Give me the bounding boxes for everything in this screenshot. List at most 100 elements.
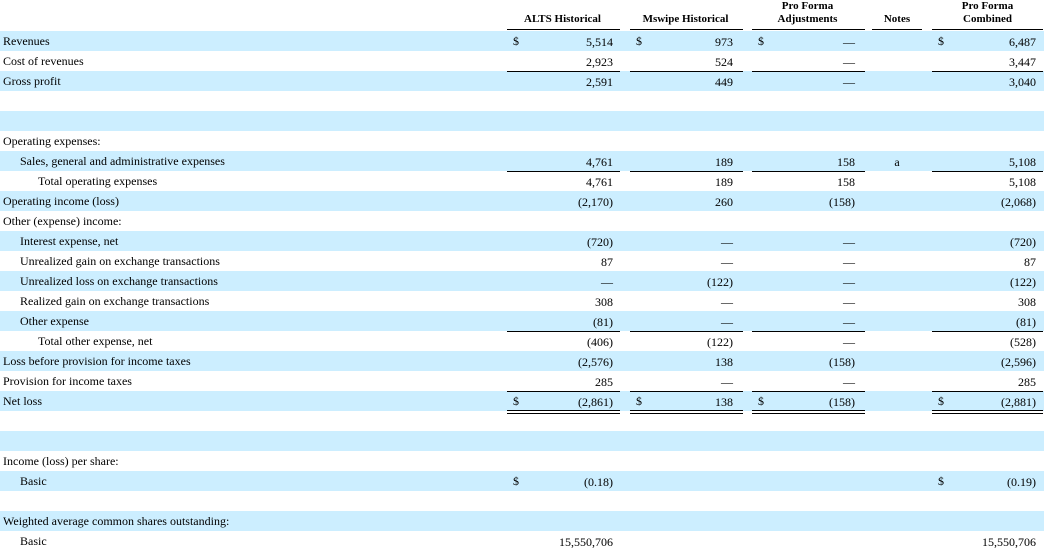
total-double-rule	[932, 410, 1043, 414]
subtotal-rule	[507, 71, 620, 72]
row-label: Gross profit	[3, 74, 61, 88]
header-pro-forma-adjustments-line2: Adjustments	[777, 13, 838, 25]
header-underline-adjustments	[752, 29, 865, 30]
comb-value: (528)	[1010, 335, 1036, 349]
currency-symbol: $	[938, 34, 944, 48]
table-row	[0, 431, 1044, 451]
currency-symbol: $	[938, 394, 944, 408]
alts-value: (720)	[587, 235, 613, 249]
table-row: Realized gain on exchange transactions 30…	[0, 291, 1044, 311]
table-row	[0, 411, 1044, 431]
alts-value: (0.18)	[584, 475, 613, 489]
msw-value: 138	[715, 395, 733, 409]
row-label: Income (loss) per share:	[3, 454, 119, 468]
subtotal-rule	[752, 331, 865, 332]
alts-value: (81)	[593, 315, 613, 329]
alts-value: (2,861)	[578, 395, 613, 409]
subtotal-rule	[630, 171, 743, 172]
comb-value: 285	[1018, 375, 1036, 389]
alts-value: 285	[595, 375, 613, 389]
comb-value: (2,068)	[1001, 195, 1036, 209]
table-row: Provision for income taxes 285 — — 285	[0, 371, 1044, 391]
table-row: Loss before provision for income taxes (2…	[0, 351, 1044, 371]
table-row: Weighted average common shares outstandi…	[0, 511, 1044, 531]
table-row: Gross profit 2,591 449 — 3,040	[0, 71, 1044, 91]
header-pro-forma-combined-line2: Combined	[963, 13, 1012, 25]
subtotal-rule	[507, 171, 620, 172]
row-label: Cost of revenues	[3, 54, 84, 68]
subtotal-rule	[630, 331, 743, 332]
adj-value: —	[843, 255, 855, 269]
row-label: Weighted average common shares outstandi…	[3, 514, 230, 528]
row-label: Interest expense, net	[20, 234, 119, 248]
adj-value: —	[843, 295, 855, 309]
total-double-rule	[752, 410, 865, 414]
comb-value: (2,881)	[1001, 395, 1036, 409]
subtotal-rule	[630, 391, 743, 392]
row-label: Realized gain on exchange transactions	[20, 294, 210, 308]
msw-value: —	[721, 295, 733, 309]
row-label: Unrealized gain on exchange transactions	[20, 254, 220, 268]
comb-value: 5,108	[1009, 175, 1036, 189]
currency-symbol: $	[758, 34, 764, 48]
row-label: Provision for income taxes	[3, 374, 132, 388]
msw-value: 138	[715, 355, 733, 369]
comb-value: 6,487	[1009, 35, 1036, 49]
table-row: Interest expense, net (720) — — (720)	[0, 231, 1044, 251]
adj-value: —	[843, 35, 855, 49]
adj-value: —	[843, 275, 855, 289]
comb-value: (2,596)	[1001, 355, 1036, 369]
currency-symbol: $	[513, 34, 519, 48]
header-mswipe-historical: Mswipe Historical	[642, 13, 729, 25]
row-label: Operating income (loss)	[3, 194, 119, 208]
subtotal-rule	[752, 71, 865, 72]
msw-value: 973	[715, 35, 733, 49]
currency-symbol: $	[636, 34, 642, 48]
row-label: Net loss	[3, 394, 42, 408]
header-pro-forma-adjustments-line1: Pro Forma	[781, 0, 834, 12]
table-row: Net loss $ (2,861) $138 $ (158) $ (2,881)	[0, 391, 1044, 411]
adj-value: —	[843, 55, 855, 69]
comb-value: 5,108	[1009, 155, 1036, 169]
adj-value: —	[843, 315, 855, 329]
row-label: Other expense	[20, 314, 89, 328]
table-row: Operating expenses:	[0, 131, 1044, 151]
adj-value: 158	[837, 155, 855, 169]
alts-value: 5,514	[586, 35, 613, 49]
table-row: Other expense (81) — — (81)	[0, 311, 1044, 331]
msw-value: —	[721, 375, 733, 389]
alts-value: 2,591	[586, 75, 613, 89]
currency-symbol: $	[513, 474, 519, 488]
subtotal-rule	[507, 331, 620, 332]
msw-value: 189	[715, 175, 733, 189]
subtotal-rule	[630, 71, 743, 72]
currency-symbol: $	[938, 474, 944, 488]
comb-value: 15,550,706	[982, 535, 1036, 549]
alts-value: (2,170)	[578, 195, 613, 209]
table-row: Sales, general and administrative expens…	[0, 151, 1044, 171]
table-row: Total operating expenses 4,761 189 158 5,108	[0, 171, 1044, 191]
header-notes: Notes	[883, 13, 911, 25]
comb-value: 308	[1018, 295, 1036, 309]
alts-value: 4,761	[586, 175, 613, 189]
row-label: Sales, general and administrative expens…	[20, 154, 225, 168]
total-double-rule	[630, 410, 743, 414]
row-label: Other (expense) income:	[3, 214, 122, 228]
comb-value: (81)	[1016, 315, 1036, 329]
currency-symbol: $	[758, 394, 764, 408]
table-row: Revenues $5,514 $973 $ — $6,487	[0, 31, 1044, 51]
adj-value: 158	[837, 175, 855, 189]
msw-value: 260	[715, 195, 733, 209]
table-row	[0, 111, 1044, 131]
comb-value: (122)	[1010, 275, 1036, 289]
row-label: Basic	[20, 474, 47, 488]
adj-value: —	[843, 335, 855, 349]
row-label: Loss before provision for income taxes	[3, 354, 191, 368]
subtotal-rule	[752, 391, 865, 392]
alts-value: (406)	[587, 335, 613, 349]
header-underline-notes	[872, 29, 922, 30]
alts-value: 87	[601, 255, 613, 269]
table-row: Unrealized gain on exchange transactions…	[0, 251, 1044, 271]
row-label: Total operating expenses	[38, 174, 158, 188]
msw-value: (122)	[707, 335, 733, 349]
